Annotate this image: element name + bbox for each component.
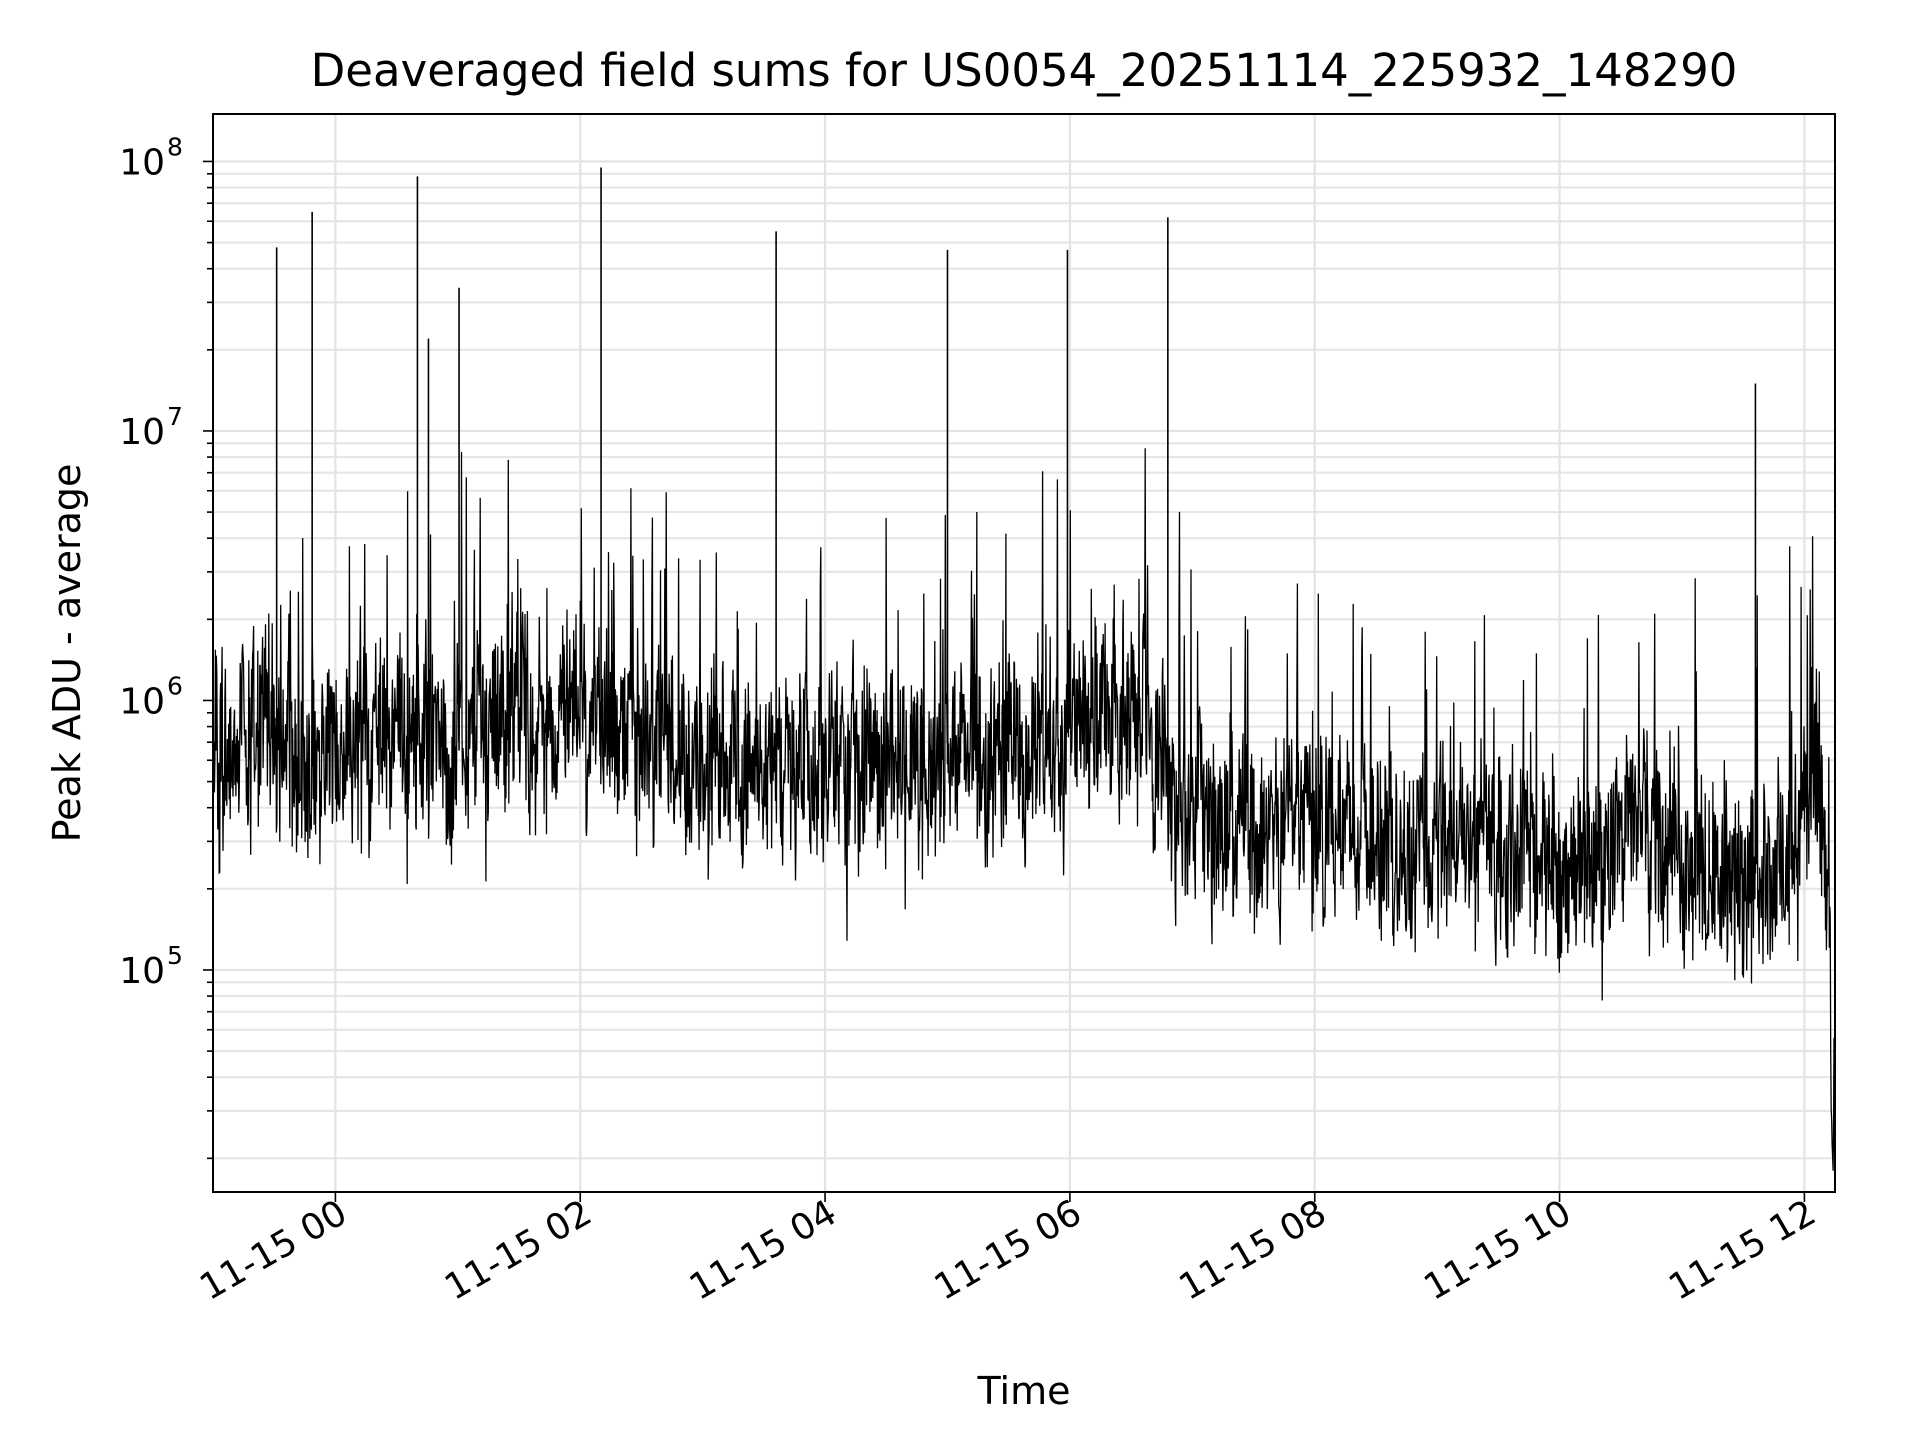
y-tick-label: 10 [119,142,165,183]
chart-title: Deaveraged field sums for US0054_2025111… [311,44,1738,97]
x-axis-label: Time [977,1369,1071,1413]
y-tick-exponent: 8 [167,132,183,161]
y-tick-exponent: 6 [167,671,183,700]
y-axis-label: Peak ADU - average [45,464,89,843]
plot-frame [212,113,1836,1193]
series-line [212,448,1836,1171]
series-layer [212,167,1836,1171]
y-tick-exponent: 7 [167,402,183,431]
y-tick-label: 10 [119,951,165,992]
y-tick-label: 10 [119,412,165,453]
y-tick-exponent: 5 [167,941,183,970]
y-tick-label: 10 [119,681,165,722]
